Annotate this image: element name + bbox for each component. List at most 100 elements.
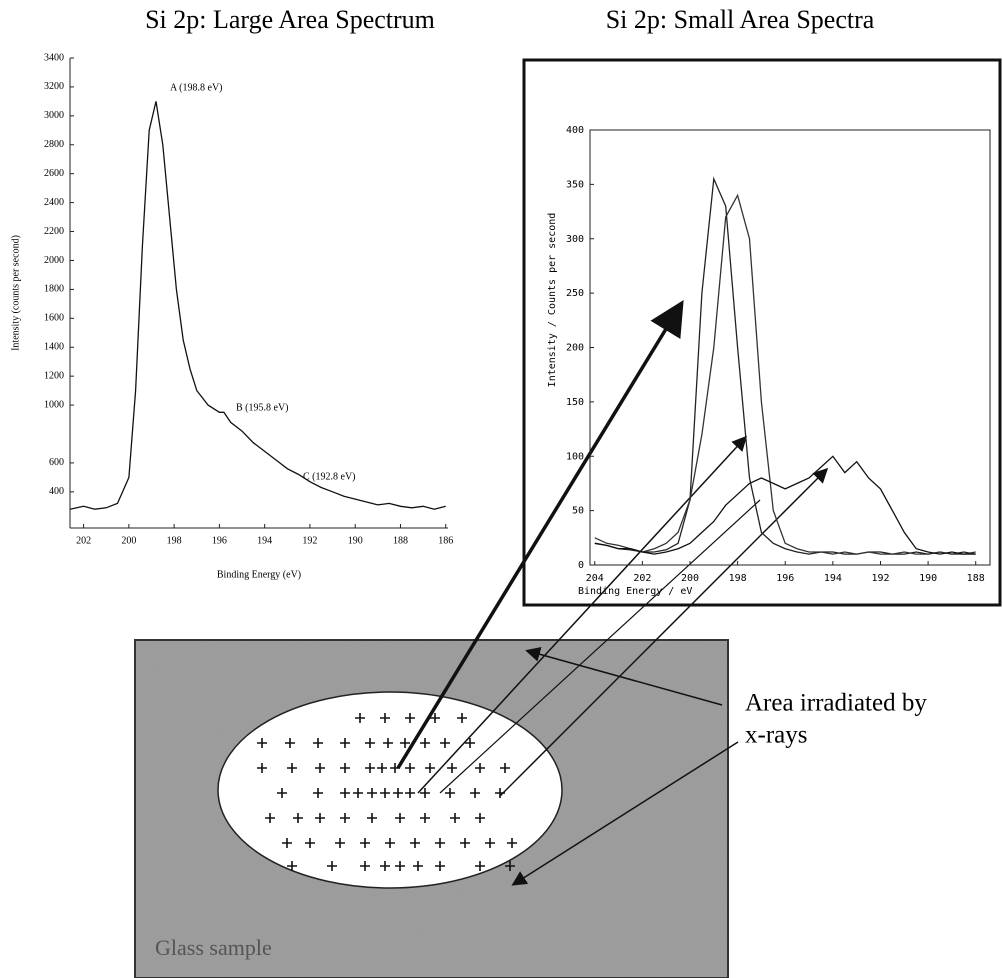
x-tick-label: 188 <box>967 573 985 584</box>
y-tick-label: 3000 <box>44 110 64 121</box>
plus <box>313 738 323 748</box>
plus <box>450 813 460 823</box>
plus <box>293 813 303 823</box>
x-tick-label: 196 <box>212 535 227 546</box>
x-tick-label: 188 <box>393 535 408 546</box>
y-tick-label: 2800 <box>44 139 64 150</box>
plus <box>410 838 420 848</box>
x-tick-label: 204 <box>586 573 604 584</box>
plus <box>360 838 370 848</box>
y-tick-label: 2400 <box>44 197 64 208</box>
x-tick-label: 202 <box>633 573 651 584</box>
plus <box>420 738 430 748</box>
plus <box>315 813 325 823</box>
plus <box>365 738 375 748</box>
y-tick-label: 1800 <box>44 284 64 295</box>
plus <box>405 713 415 723</box>
y-tick-label: 150 <box>566 397 584 408</box>
plus <box>475 813 485 823</box>
plus <box>440 738 450 748</box>
plus <box>475 763 485 773</box>
plus <box>383 738 393 748</box>
plus <box>367 788 377 798</box>
plus <box>327 861 337 871</box>
plus <box>285 738 295 748</box>
y-tick-label: 1200 <box>44 370 64 381</box>
plus <box>377 763 387 773</box>
plus <box>380 861 390 871</box>
plus <box>507 838 517 848</box>
peak-annotation: B (195.8 eV) <box>236 402 289 413</box>
y-tick-label: 1400 <box>44 342 64 353</box>
plus <box>470 788 480 798</box>
plus <box>287 763 297 773</box>
plus <box>315 763 325 773</box>
x-tick-label: 196 <box>776 573 794 584</box>
x-tick-label: 190 <box>348 535 363 546</box>
plus <box>405 763 415 773</box>
plus <box>430 713 440 723</box>
peak-annotation: C (192.8 eV) <box>303 471 356 482</box>
y-tick-label: 600 <box>49 457 64 468</box>
plus <box>425 763 435 773</box>
y-tick-label: 300 <box>566 234 584 245</box>
sample-label: Glass sample <box>155 935 272 960</box>
irradiated-area <box>217 691 563 889</box>
plus <box>340 763 350 773</box>
y-tick-label: 250 <box>566 288 584 299</box>
plus <box>282 838 292 848</box>
plus <box>367 813 377 823</box>
analysis-points <box>257 713 517 871</box>
plus <box>380 788 390 798</box>
x-axis-label: Binding Energy (eV) <box>217 569 301 580</box>
chart-title: Si 2p: Small Area Spectra <box>606 5 875 34</box>
plus <box>457 713 467 723</box>
plus <box>380 713 390 723</box>
y-tick-label: 3200 <box>44 81 64 92</box>
y-tick-label: 200 <box>566 343 584 354</box>
plus <box>400 738 410 748</box>
plus <box>420 788 430 798</box>
y-tick-label: 3400 <box>44 52 64 63</box>
plus <box>395 813 405 823</box>
plus <box>340 813 350 823</box>
diagram-label: x-rays <box>745 722 807 749</box>
y-tick-label: 2000 <box>44 255 64 266</box>
plus <box>505 861 515 871</box>
plus <box>435 838 445 848</box>
panel-frame <box>522 58 1002 607</box>
arrow <box>499 467 829 797</box>
x-tick-label: 194 <box>824 573 842 584</box>
sample-diagram: Area irradiated by x-rays Glass sample <box>134 300 927 978</box>
plus <box>305 838 315 848</box>
plus <box>335 838 345 848</box>
plus <box>265 813 275 823</box>
sample-border <box>134 639 729 978</box>
plus <box>395 861 405 871</box>
plus <box>365 763 375 773</box>
y-tick-label: 400 <box>49 486 64 497</box>
chart-title: Si 2p: Large Area Spectrum <box>145 5 435 34</box>
plus <box>257 738 267 748</box>
x-tick-label: 194 <box>257 535 272 546</box>
plus <box>413 861 423 871</box>
plus <box>435 861 445 871</box>
spectrum-line <box>594 176 976 555</box>
plus <box>313 788 323 798</box>
x-tick-label: 192 <box>302 535 317 546</box>
plus <box>277 788 287 798</box>
x-tick-label: 190 <box>919 573 937 584</box>
plus <box>447 763 457 773</box>
plot-frame <box>589 129 991 566</box>
plus <box>360 861 370 871</box>
plus <box>485 838 495 848</box>
peak-annotation: A (198.8 eV) <box>170 82 223 93</box>
y-tick-label: 100 <box>566 451 584 462</box>
plus <box>340 738 350 748</box>
plus <box>500 763 510 773</box>
plus <box>257 763 267 773</box>
x-tick-label: 202 <box>76 535 91 546</box>
y-tick-label: 400 <box>566 125 584 136</box>
y-tick-label: 350 <box>566 179 584 190</box>
